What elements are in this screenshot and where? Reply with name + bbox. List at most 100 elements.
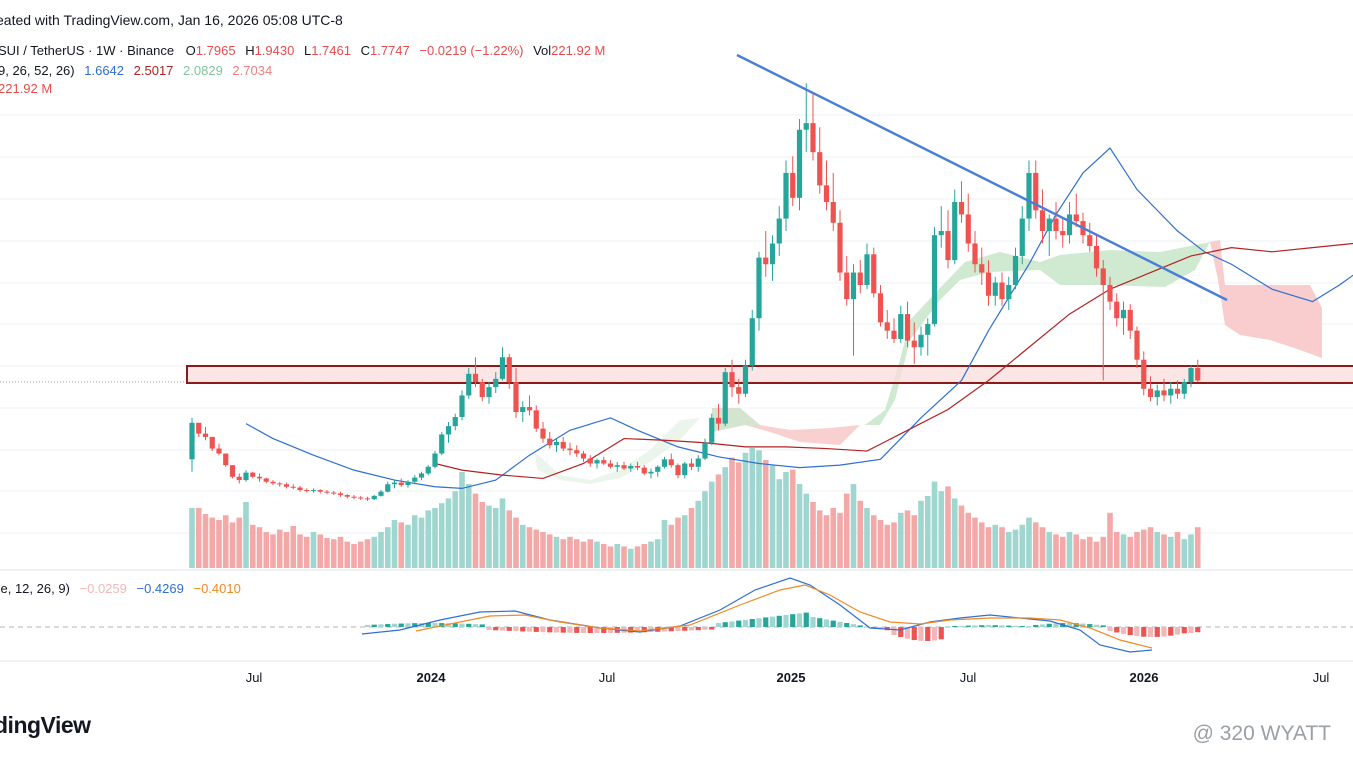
close-label: C (360, 43, 370, 58)
candle-body-74 (688, 463, 695, 467)
volume-bar-107 (911, 515, 918, 568)
volume-bar-5 (222, 515, 229, 568)
macd-hist-47 (506, 627, 512, 631)
ichimoku-params[interactable]: 9, 26, 52, 26) (0, 63, 75, 78)
candle-body-88 (783, 172, 789, 219)
volume-bar-112 (945, 486, 951, 568)
candle-body-25 (358, 497, 364, 499)
macd-hist-83 (749, 619, 755, 627)
volume-bar-46 (499, 498, 506, 568)
candle-body-15 (290, 486, 296, 488)
candle-body-84 (756, 257, 762, 319)
macd-hist-86 (769, 616, 776, 627)
candle-body-29 (385, 484, 391, 492)
macd-hist-70 (661, 627, 668, 632)
volume-bar-122 (1012, 529, 1019, 568)
volume-bar-50 (526, 527, 533, 568)
macd-hist-76 (702, 627, 708, 630)
macd-hist-126 (1039, 624, 1046, 627)
volume-bar-32 (405, 524, 411, 568)
macd-hist-81 (736, 620, 742, 627)
volume-bar-14 (283, 532, 290, 568)
macd-hist-144 (1161, 627, 1167, 637)
macd-hist-90 (796, 613, 803, 627)
macd-hist-62 (607, 627, 614, 633)
volume-bar-125 (1032, 522, 1039, 568)
candle-body-68 (648, 471, 654, 474)
candle-body-67 (641, 467, 647, 474)
volume-bar-104 (891, 522, 897, 568)
volume-bars (189, 448, 1201, 568)
volume-bar-69 (654, 539, 661, 568)
macd-hist-125 (1033, 625, 1039, 627)
volume-bar-7 (236, 517, 243, 568)
candle-body-123 (1019, 218, 1025, 256)
volume-bar-63 (614, 544, 621, 568)
macd-hist-72 (675, 627, 681, 632)
trendline[interactable] (736, 53, 1228, 302)
candle-body-27 (371, 495, 377, 500)
volume-bar-144 (1161, 534, 1167, 568)
volume-bar-26 (364, 539, 371, 568)
open-label: O (185, 43, 196, 58)
candle-body-135 (1100, 268, 1106, 285)
macd-hist-96 (837, 621, 843, 627)
macd-hist-109 (925, 627, 931, 641)
candle-body-144 (1161, 390, 1167, 396)
volume-legend-row: 221.92 M (0, 81, 52, 96)
candle-body-137 (1114, 301, 1120, 319)
macd-hist-124 (1026, 626, 1032, 627)
x-axis-label-0: Jul (246, 670, 263, 685)
macd-hist-52 (540, 627, 546, 633)
volume-bar-92 (810, 502, 816, 568)
candle-body-117 (979, 264, 985, 273)
volume-bar-24 (351, 544, 357, 568)
cloud-bear-2 (1210, 240, 1322, 358)
volume-bar-131 (1073, 534, 1080, 568)
candle-body-69 (655, 466, 661, 472)
ichimoku-legend-row: 9, 26, 52, 26) 1.6642 2.5017 2.0829 2.70… (0, 63, 272, 78)
volume-bar-65 (627, 548, 634, 568)
macd-hist-131 (1073, 623, 1079, 627)
macd-hist-112 (945, 626, 951, 627)
volume-bar-33 (411, 515, 418, 568)
candle-body-79 (722, 372, 728, 424)
candle-body-140 (1134, 330, 1140, 360)
volume-bar-132 (1080, 539, 1086, 568)
candle-body-115 (965, 214, 971, 244)
volume-bar-60 (594, 541, 600, 568)
support-zone[interactable] (186, 365, 1353, 384)
volume-value: 221.92 M (0, 81, 53, 96)
macd-hist-42 (472, 624, 479, 627)
volume-bar-130 (1066, 532, 1073, 568)
volume-bar-143 (1154, 532, 1161, 568)
cloud-bull-2 (865, 242, 1210, 425)
volume-bar-23 (344, 541, 351, 568)
vol-label: Vol (533, 43, 552, 58)
symbol-label[interactable]: SUI / TetherUS · 1W · Binance (0, 43, 175, 58)
candle-body-53 (547, 438, 553, 446)
candle-body-80 (729, 372, 735, 388)
candle-body-38 (445, 426, 452, 435)
volume-bar-2 (202, 514, 209, 568)
candle-body-122 (1012, 255, 1019, 285)
macd-params[interactable]: se, 12, 26, 9) (0, 581, 70, 596)
macd-hist-56 (567, 627, 573, 633)
candlesticks (189, 83, 1201, 501)
candle-body-45 (493, 378, 499, 388)
macd-hist-82 (742, 619, 749, 627)
volume-bar-44 (486, 505, 492, 568)
volume-bar-4 (216, 520, 222, 568)
macd-hist-102 (877, 627, 884, 629)
volume-bar-75 (695, 500, 702, 568)
volume-bar-53 (546, 534, 553, 568)
macd-hist-130 (1066, 623, 1073, 627)
candle-body-16 (297, 487, 303, 491)
candle-body-112 (945, 231, 951, 261)
volume-bar-84 (756, 450, 762, 568)
volume-bar-80 (729, 457, 735, 568)
candle-body-114 (958, 201, 965, 215)
candle-body-37 (439, 434, 445, 454)
volume-bar-108 (918, 500, 924, 568)
